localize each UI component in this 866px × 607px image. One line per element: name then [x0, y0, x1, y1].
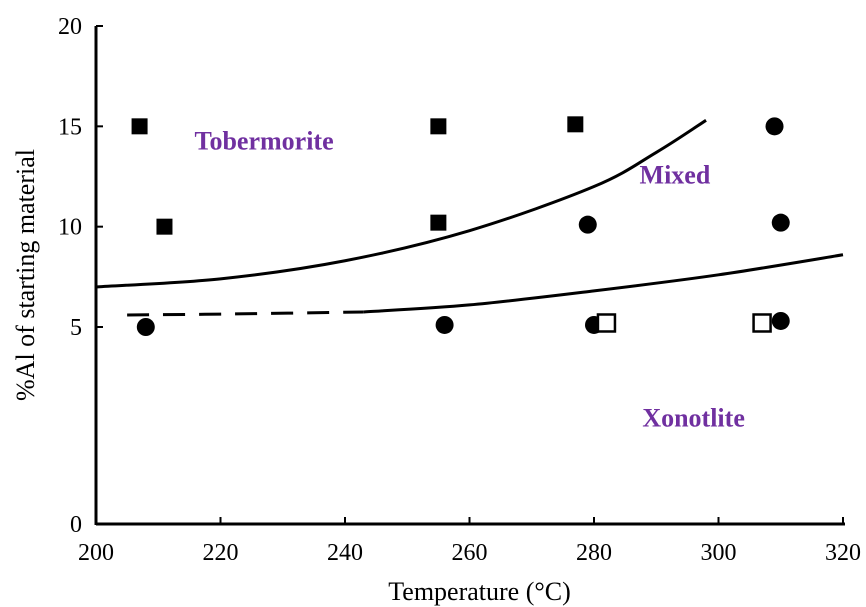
y-tick-label: 15 — [58, 114, 82, 140]
point-open-square — [596, 313, 617, 333]
x-axis-label: Temperature (°C) — [388, 577, 571, 606]
point-filled-square — [430, 214, 447, 231]
y-tick-label: 10 — [58, 215, 82, 241]
point-filled-circle — [578, 215, 597, 234]
point-filled-circle — [771, 213, 790, 232]
boundary-line — [95, 119, 707, 289]
x-tick-label: 260 — [452, 540, 488, 566]
point-filled-square — [430, 118, 447, 135]
y-axis-label: %Al of starting material — [11, 149, 40, 401]
point-filled-square — [567, 116, 584, 133]
x-tick-label: 240 — [327, 540, 363, 566]
x-tick-label: 300 — [701, 540, 737, 566]
point-filled-circle — [771, 311, 790, 330]
point-open-square — [752, 313, 772, 333]
point-filled-square — [131, 118, 148, 135]
y-tick-label: 0 — [70, 512, 82, 538]
point-filled-circle — [136, 318, 155, 336]
point-filled-circle — [765, 117, 784, 136]
data-points — [131, 116, 790, 336]
ticks: 200 220 240 260 280 300 320 0 5 10 15 20 — [58, 14, 861, 566]
boundary-line — [363, 253, 844, 314]
region-label: Mixed — [640, 160, 711, 189]
y-tick-label: 20 — [58, 14, 82, 40]
x-tick-label: 280 — [576, 540, 612, 566]
region-label: Tobermorite — [195, 126, 334, 155]
x-tick-label: 220 — [203, 540, 239, 566]
region-label: Xonotlite — [642, 404, 745, 433]
boundary-line-dashed — [127, 310, 364, 317]
axes — [94, 26, 845, 526]
x-tick-label: 320 — [825, 540, 861, 566]
x-tick-label: 200 — [78, 540, 114, 566]
region-labels: Tobermorite Mixed Xonotlite — [195, 126, 745, 432]
boundary-curves — [95, 119, 844, 317]
point-filled-square — [156, 218, 173, 235]
point-filled-circle — [435, 315, 454, 334]
y-tick-label: 5 — [70, 315, 82, 341]
